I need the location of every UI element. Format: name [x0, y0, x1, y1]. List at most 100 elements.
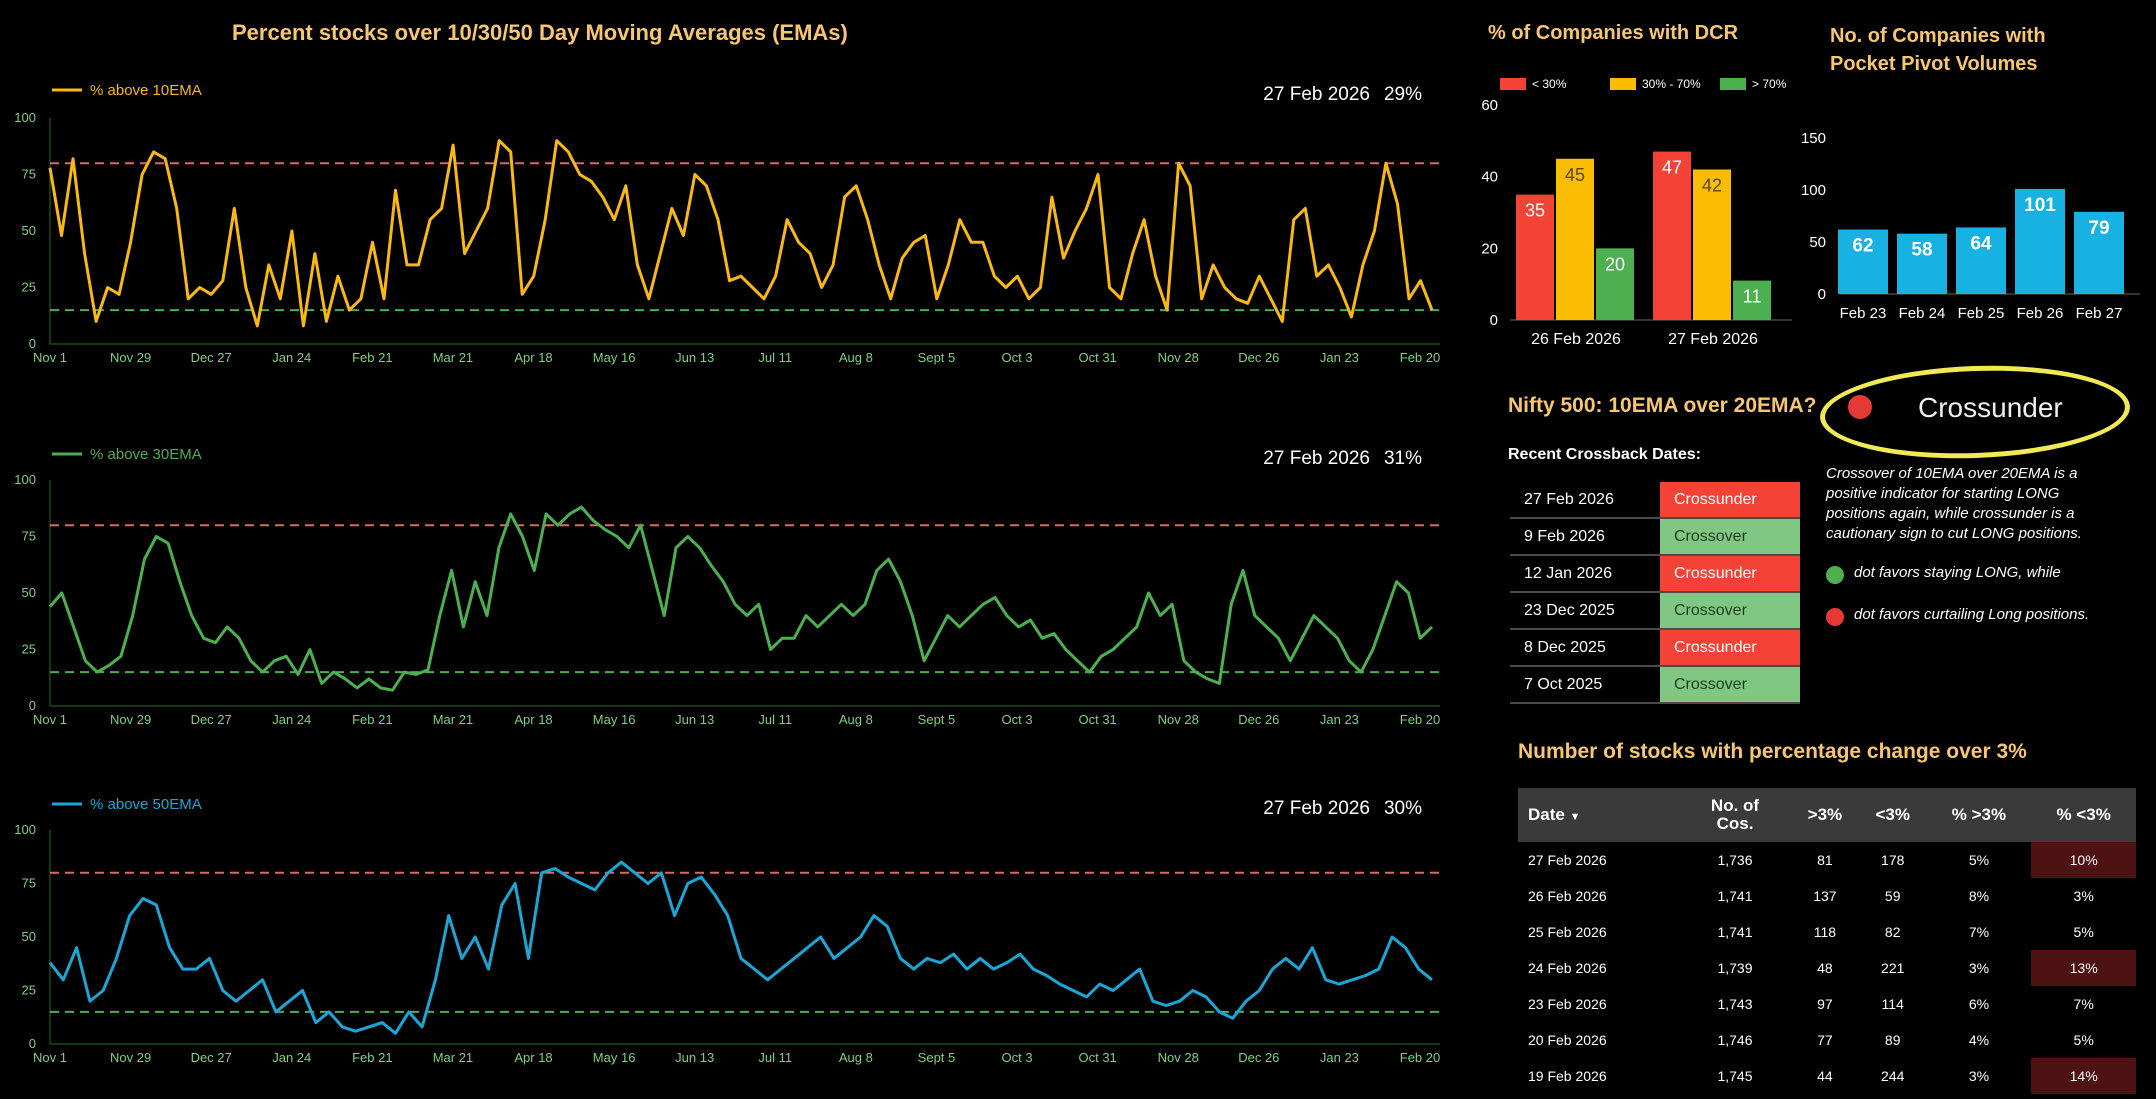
- changes-cell: 10%: [2031, 842, 2136, 878]
- ema50-x-tick: Apr 18: [514, 1050, 552, 1065]
- pp-y-tick: 50: [1809, 234, 1826, 251]
- changes-cell: 114: [1881, 996, 1904, 1012]
- changes-cell: 244: [1881, 1068, 1905, 1084]
- changes-row: 27 Feb 2026 1,736 81 178 5% 10%: [1518, 842, 2136, 878]
- sort-down-icon[interactable]: ▼: [1569, 811, 1581, 823]
- ema50-x-tick: Jun 13: [675, 1050, 714, 1065]
- ema50-x-tick: Feb 21: [352, 1050, 392, 1065]
- crossback-status: Crossover: [1660, 592, 1800, 629]
- crossback-date: 27 Feb 2026: [1524, 490, 1614, 508]
- pp-bar-label: 79: [2088, 218, 2109, 239]
- dcr-bar-label: 42: [1702, 176, 1722, 196]
- ema30-x-tick: Jul 11: [758, 712, 792, 727]
- changes-cell: 26 Feb 2026: [1528, 888, 1607, 904]
- changes-cell: 3%: [1968, 960, 1990, 976]
- changes-cell: 5%: [2073, 924, 2094, 940]
- changes-cell: 1,746: [1717, 1032, 1753, 1048]
- crossback-row: 8 Dec 2025 Crossunder: [1510, 629, 1800, 666]
- dcr-bar: [1516, 194, 1554, 320]
- ema30-x-tick: Dec 27: [191, 712, 232, 727]
- ema50-x-tick: Oct 31: [1078, 1050, 1116, 1065]
- ema30-x-tick: Nov 28: [1158, 712, 1199, 727]
- ema50-panel: % above 50EMA 27 Feb 2026 30% 100 75 50 25 0 Nov…: [0, 788, 1470, 1094]
- ema50-x-tick: Feb 20: [1400, 1050, 1440, 1065]
- changes-cell: 3%: [2073, 888, 2094, 904]
- ema30-y-tick: 0: [29, 698, 36, 713]
- crossback-table: 27 Feb 2026 Crossunder 9 Feb 2026 Crossover…: [1510, 482, 1800, 704]
- ema50-x-tick: Dec 27: [191, 1050, 232, 1065]
- recent-crossback-title: Recent Crossback Dates:: [1508, 446, 1701, 463]
- ema10-x-tick: Dec 27: [191, 350, 232, 365]
- pp-bar: [2015, 188, 2065, 294]
- ema30-x-tick: Nov 29: [110, 712, 151, 727]
- changes-row: 20 Feb 2026 1,746 77 89 4% 5%: [1518, 1022, 2136, 1058]
- dcr-bar-label: 47: [1662, 158, 1682, 178]
- changes-cell: 19 Feb 2026: [1528, 1068, 1607, 1084]
- dcr-y-tick: 40: [1481, 169, 1498, 186]
- ema50-x-tick: May 16: [593, 1050, 636, 1065]
- pp-title: No. of Companies with Pocket Pivot Volum…: [1830, 22, 2130, 78]
- ema50-y-tick: 50: [22, 929, 36, 944]
- header-date[interactable]: Date ▼: [1518, 788, 1679, 842]
- changes-cell: 8%: [1968, 888, 1990, 904]
- nifty-title: Nifty 500: 10EMA over 20EMA?: [1508, 394, 1817, 417]
- changes-cell: 44: [1817, 1068, 1833, 1084]
- ema10-x-tick: Oct 31: [1078, 350, 1116, 365]
- nifty-status: Crossunder: [1918, 392, 2063, 423]
- changes-cell: 118: [1813, 924, 1837, 940]
- crossback-row: 23 Dec 2025 Crossover: [1510, 592, 1800, 629]
- ema10-x-tick: Jun 13: [675, 350, 714, 365]
- changes-cell: 7%: [1968, 924, 1990, 940]
- header-gt3: >3%: [1791, 788, 1859, 842]
- changes-row: 23 Feb 2026 1,743 97 114 6% 7%: [1518, 986, 2136, 1022]
- changes-cell: 7%: [2073, 996, 2094, 1012]
- ema30-x-tick: Oct 3: [1002, 712, 1033, 727]
- changes-cell: 24 Feb 2026: [1528, 960, 1607, 976]
- crossback-date: 7 Oct 2025: [1524, 675, 1603, 693]
- changes-row: 26 Feb 2026 1,741 137 59 8% 3%: [1518, 878, 2136, 914]
- ema10-y-tick: 50: [22, 223, 36, 238]
- ema30-x-tick: Mar 21: [433, 712, 473, 727]
- changes-cell: 1,739: [1717, 960, 1753, 976]
- desc-line-1: Crossover of 10EMA over 20EMA is a: [1826, 465, 2078, 482]
- changes-row: 24 Feb 2026 1,739 48 221 3% 13%: [1518, 950, 2136, 986]
- ema30-x-tick: Apr 18: [514, 712, 552, 727]
- green-dot-icon: [1826, 566, 1844, 584]
- ema50-latest-date: 27 Feb 2026: [1263, 798, 1370, 819]
- changes-cell: 1,743: [1717, 996, 1753, 1012]
- desc-line-2: positive indicator for starting LONG: [1826, 485, 2060, 502]
- ema10-series-line: [48, 139, 1434, 328]
- dcr-bar: [1693, 169, 1731, 320]
- ema10-x-tick: Jul 11: [758, 350, 792, 365]
- ema10-chart: % above 10EMA 27 Feb 2026 29%1007550250Nov…: [14, 82, 1440, 365]
- nifty-description: Crossover of 10EMA over 20EMA is a posit…: [1826, 464, 2146, 544]
- ema50-y-tick: 75: [22, 876, 36, 891]
- changes-cell: 13%: [2031, 950, 2136, 986]
- pp-title-line2: Pocket Pivot Volumes: [1830, 53, 2038, 75]
- changes-cell: 137: [1813, 888, 1837, 904]
- pp-x-tick: Feb 23: [1840, 305, 1887, 322]
- dcr-y-tick: 60: [1481, 97, 1498, 114]
- page-title: Percent stocks over 10/30/50 Day Moving …: [232, 20, 848, 45]
- crossback-date: 9 Feb 2026: [1524, 527, 1605, 545]
- changes-cell: 1,741: [1717, 924, 1753, 940]
- dcr-bar-label: 11: [1743, 287, 1762, 307]
- pp-bar-label: 64: [1970, 233, 1992, 254]
- dcr-legend-swatch: [1500, 78, 1526, 90]
- ema50-x-tick: Jul 11: [758, 1050, 792, 1065]
- ema50-series-line: [48, 860, 1433, 1035]
- header-pct-gt3: % >3%: [1926, 788, 2032, 842]
- dcr-chart-title: % of Companies with DCR: [1488, 22, 1739, 44]
- changes-cell: 221: [1881, 960, 1905, 976]
- desc-line-4: cautionary sign to cut LONG positions.: [1826, 525, 2082, 542]
- crossback-status: Crossover: [1660, 666, 1800, 703]
- ema50-x-tick: Mar 21: [433, 1050, 473, 1065]
- ema10-x-tick: Dec 26: [1238, 350, 1279, 365]
- ema10-legend-label: % above 10EMA: [90, 82, 202, 99]
- ema30-legend-label: % above 30EMA: [90, 446, 202, 463]
- ema50-y-tick: 100: [14, 822, 36, 837]
- crossback-status: Crossover: [1660, 518, 1800, 555]
- ema10-x-tick: Aug 8: [839, 350, 873, 365]
- pp-x-tick: Feb 27: [2076, 305, 2123, 322]
- crossback-row: 9 Feb 2026 Crossover: [1510, 518, 1800, 555]
